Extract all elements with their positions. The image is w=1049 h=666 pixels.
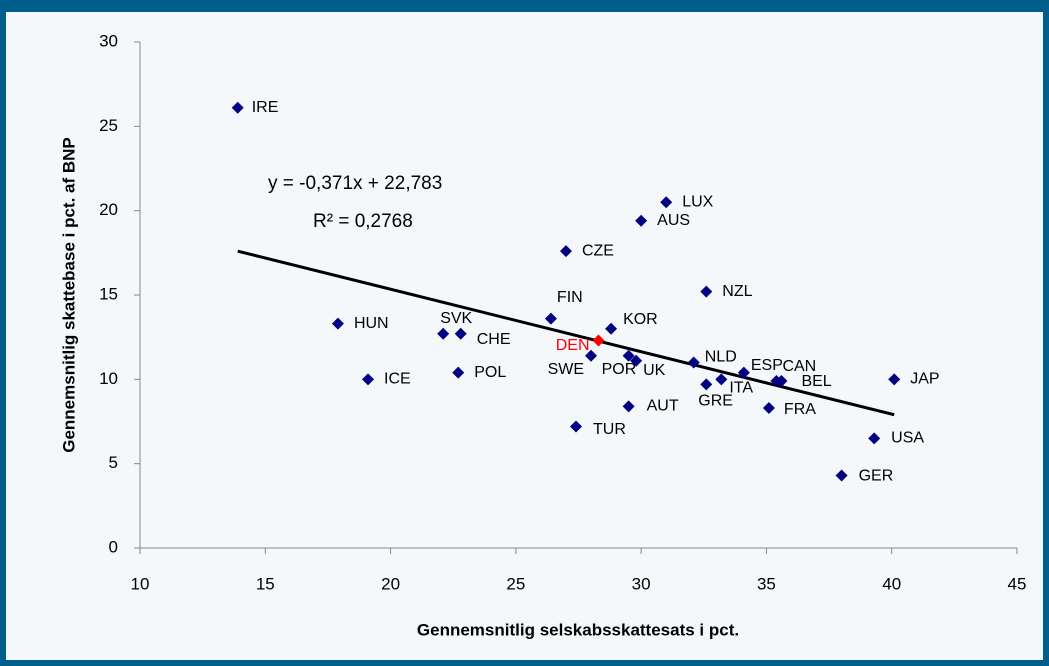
point-label: CHE [477, 331, 511, 348]
y-tick-label: 0 [109, 537, 118, 556]
point-label: AUS [657, 212, 690, 229]
y-tick-label: 30 [99, 31, 118, 50]
point-label: ESP [751, 357, 783, 374]
point-label: LUX [682, 193, 713, 210]
point-label: POR [602, 361, 637, 378]
point [231, 101, 244, 114]
point [635, 214, 648, 227]
y-tick-label: 10 [99, 369, 118, 388]
x-tick-label: 35 [757, 574, 776, 593]
point [630, 354, 643, 367]
point-label: GRE [698, 393, 733, 410]
point [660, 196, 673, 209]
point [592, 334, 605, 347]
point-label: USA [891, 430, 924, 447]
point [331, 317, 344, 330]
point [687, 356, 700, 369]
y-tick-label: 5 [109, 453, 118, 472]
point [700, 285, 713, 298]
x-tick-label: 25 [506, 574, 525, 593]
point-label: IRE [252, 99, 279, 116]
point [452, 366, 465, 379]
point-label: ITA [729, 380, 753, 397]
point-label: KOR [623, 311, 658, 328]
point-label: POL [474, 364, 506, 381]
point [762, 402, 775, 415]
point-label: TUR [593, 421, 626, 438]
x-axis-title: Gennemsnitlig selskabsskattesats i pct. [417, 620, 739, 639]
y-axis-title: Gennemsnitlig skattebase i pct. af BNP [59, 137, 78, 453]
point [454, 327, 467, 340]
point-label: FRA [784, 401, 816, 418]
point [585, 349, 598, 362]
point [715, 373, 728, 386]
point [544, 312, 557, 325]
point [362, 373, 375, 386]
x-tick-label: 40 [882, 574, 901, 593]
x-tick-label: 15 [256, 574, 275, 593]
point [605, 322, 618, 335]
point-label: DEN [556, 337, 590, 354]
point [835, 469, 848, 482]
point-label: AUT [647, 398, 679, 415]
point [437, 327, 450, 340]
point-label: BEL [801, 373, 831, 390]
point-label: NZL [722, 283, 752, 300]
r-squared: R² = 0,2768 [313, 211, 413, 232]
point-label: ICE [384, 371, 411, 388]
point [700, 378, 713, 391]
point-label: SWE [548, 361, 584, 378]
point [868, 432, 881, 445]
x-tick-label: 20 [381, 574, 400, 593]
point-label: JAP [910, 371, 939, 388]
point [737, 366, 750, 379]
x-tick-label: 10 [131, 574, 150, 593]
point [775, 375, 788, 388]
chart-frame [6, 12, 1043, 660]
y-tick-label: 25 [99, 116, 118, 135]
trendline [237, 249, 895, 417]
point-label: NLD [705, 349, 737, 366]
point [559, 245, 572, 258]
point-label: SVK [440, 310, 472, 327]
trend-equation: y = -0,371x + 22,783 [268, 173, 442, 194]
point [622, 349, 635, 362]
point [622, 400, 635, 413]
point [569, 420, 582, 433]
x-tick-label: 45 [1008, 574, 1027, 593]
point-label: GER [859, 468, 894, 485]
point-label: CZE [582, 242, 614, 259]
y-tick-label: 15 [99, 284, 118, 303]
point-label: CAN [782, 358, 816, 375]
point-label: UK [643, 362, 666, 379]
point-label: FIN [557, 289, 583, 306]
point-label: HUN [354, 315, 389, 332]
y-tick-label: 20 [99, 200, 118, 219]
x-tick-label: 30 [632, 574, 651, 593]
point [888, 373, 901, 386]
